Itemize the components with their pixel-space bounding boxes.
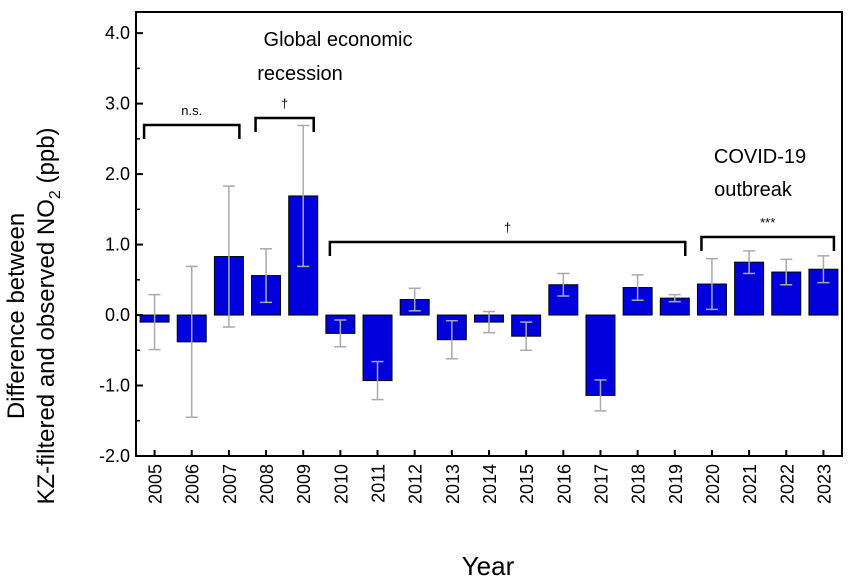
y-tick-label-4: 2.0 <box>105 164 130 184</box>
y-tick-label-1: -1.0 <box>99 376 130 396</box>
x-tick-label-2020: 2020 <box>703 464 723 504</box>
y-axis-label-unit: (ppb) <box>33 127 60 190</box>
annotation-recession-line1: Global economic <box>264 29 413 51</box>
bracket-2020-2023 <box>700 235 836 251</box>
x-tick-label-2009: 2009 <box>294 464 314 504</box>
x-tick-label-2010: 2010 <box>331 464 351 504</box>
annotation-covid-line1: COVID-19 <box>714 146 806 168</box>
y-axis-label-subscript: 2 <box>47 190 64 199</box>
x-tick-label-2022: 2022 <box>777 464 797 504</box>
x-tick-label-2008: 2008 <box>257 464 277 504</box>
x-tick-label-2013: 2013 <box>443 464 463 504</box>
x-tick-label-2019: 2019 <box>666 464 686 504</box>
annotation-covid-line2: outbreak <box>714 179 793 201</box>
y-tick-label-5: 3.0 <box>105 94 130 114</box>
bracket-2005-2007 <box>142 123 241 139</box>
y-axis-label-line2: KZ-filtered and observed NO2 (ppb) <box>33 127 64 504</box>
x-tick-label-2007: 2007 <box>220 464 240 504</box>
bracket-label-2020-2023: *** <box>760 215 775 230</box>
bracket-2008-2009 <box>254 116 315 132</box>
annotation-recession-line2: recession <box>257 63 343 85</box>
x-tick-label-2018: 2018 <box>629 464 649 504</box>
y-tick-label-6: 4.0 <box>105 23 130 43</box>
x-tick-label-2012: 2012 <box>406 464 426 504</box>
y-axis-label-main: KZ-filtered and observed NO <box>33 199 60 504</box>
x-tick-label-2016: 2016 <box>554 464 574 504</box>
y-tick-label-2: 0.0 <box>105 305 130 325</box>
bracket-label-2008-2009: † <box>281 96 288 111</box>
bracket-label-2010-2019: † <box>504 220 511 235</box>
x-tick-label-2017: 2017 <box>591 464 611 504</box>
x-tick-label-2023: 2023 <box>814 464 834 504</box>
y-tick-label-0: -2.0 <box>99 446 130 466</box>
x-tick-label-2015: 2015 <box>517 464 537 504</box>
plot-frame <box>135 11 843 457</box>
y-tick-label-3: 1.0 <box>105 235 130 255</box>
x-tick-label-2021: 2021 <box>740 464 760 504</box>
x-tick-label-2011: 2011 <box>369 464 389 503</box>
x-tick-label-2014: 2014 <box>480 464 500 504</box>
x-axis-label: Year <box>462 551 515 581</box>
bracket-2010-2019 <box>328 240 687 256</box>
x-tick-label-2005: 2005 <box>146 464 166 504</box>
y-axis-label-line1: Difference between <box>3 213 30 419</box>
x-tick-label-2006: 2006 <box>183 464 203 504</box>
bracket-label-2005-2007: n.s. <box>181 103 202 118</box>
